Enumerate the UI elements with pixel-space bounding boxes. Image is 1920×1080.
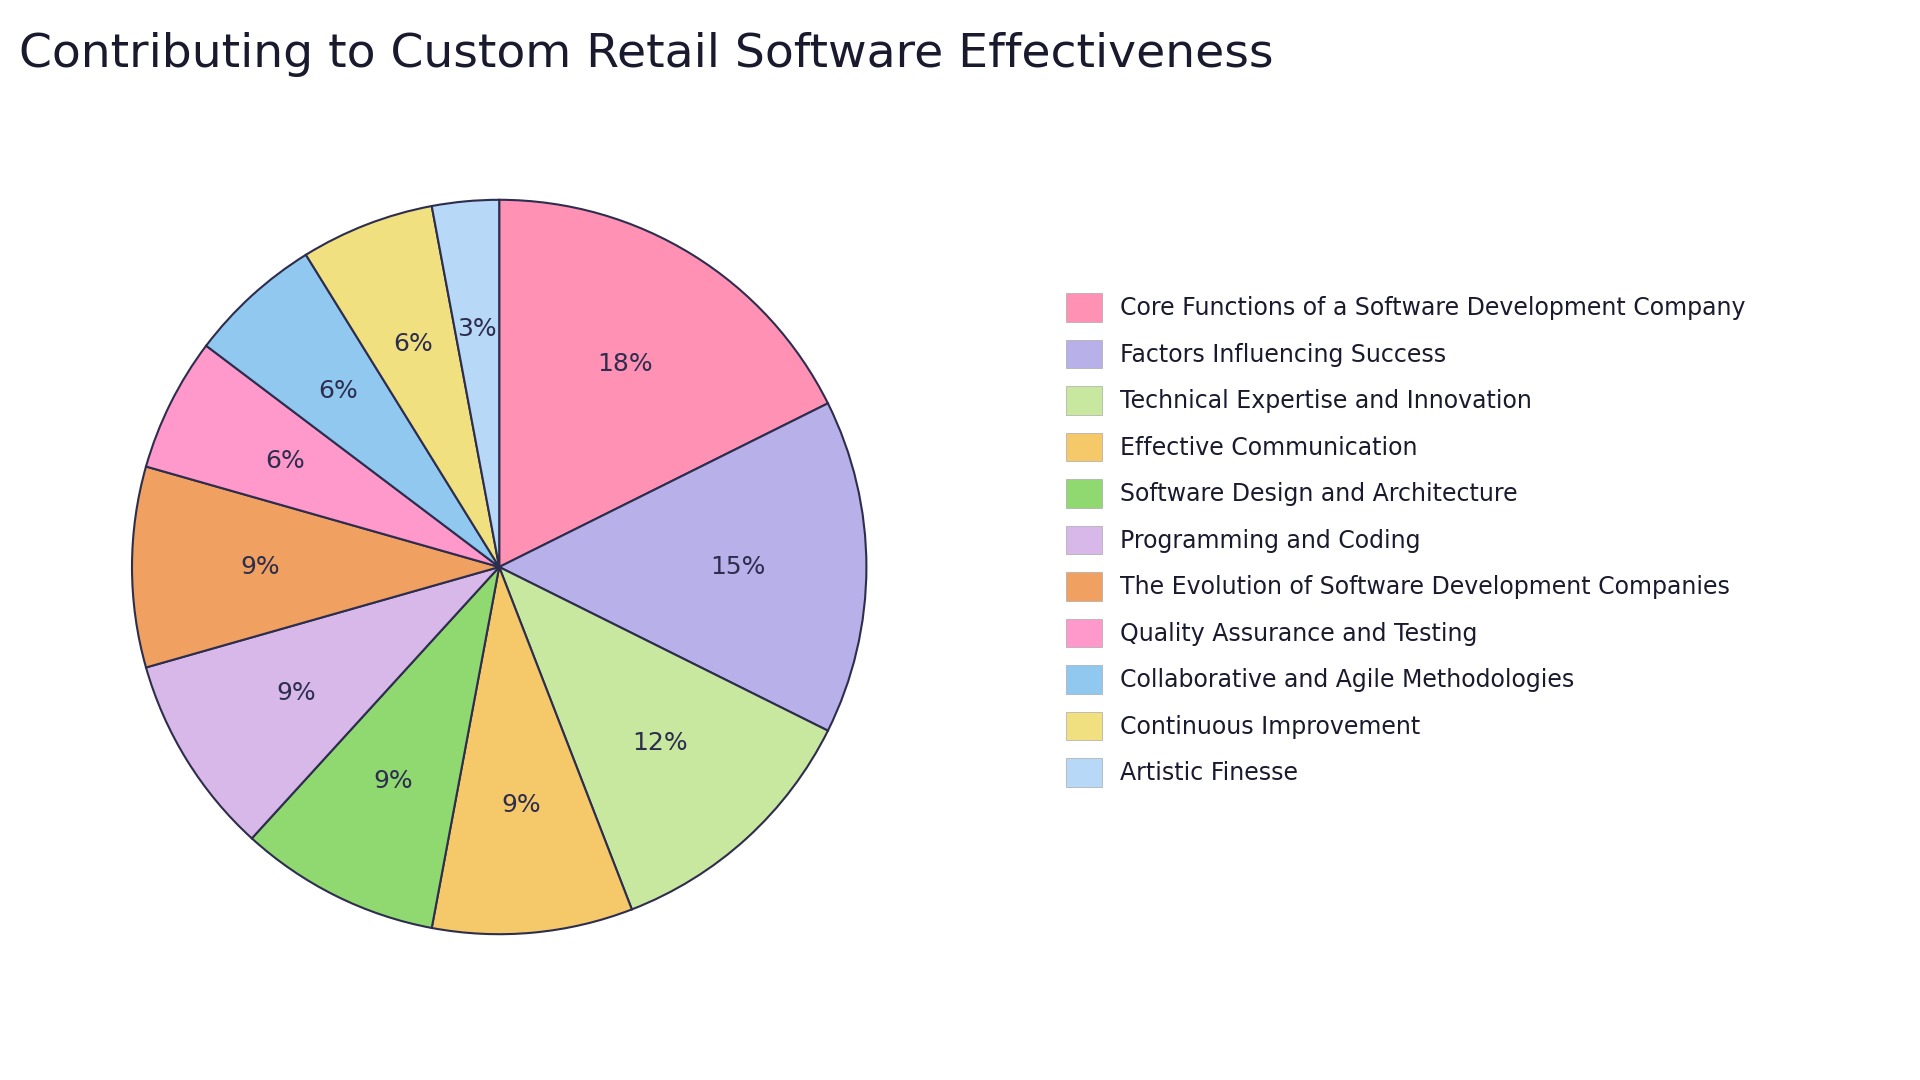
Wedge shape — [432, 567, 632, 934]
Text: Contributing to Custom Retail Software Effectiveness: Contributing to Custom Retail Software E… — [19, 32, 1273, 78]
Wedge shape — [146, 567, 499, 838]
Text: 6%: 6% — [394, 333, 432, 356]
Wedge shape — [432, 200, 499, 567]
Wedge shape — [146, 346, 499, 567]
Wedge shape — [499, 200, 828, 567]
Text: 15%: 15% — [710, 555, 766, 579]
Text: 18%: 18% — [597, 352, 653, 376]
Wedge shape — [205, 255, 499, 567]
Text: 6%: 6% — [319, 379, 359, 403]
Legend: Core Functions of a Software Development Company, Factors Influencing Success, T: Core Functions of a Software Development… — [1054, 281, 1759, 799]
Text: 9%: 9% — [501, 793, 541, 816]
Wedge shape — [305, 206, 499, 567]
Text: 12%: 12% — [632, 731, 687, 755]
Text: 6%: 6% — [265, 448, 305, 473]
Wedge shape — [252, 567, 499, 928]
Wedge shape — [132, 467, 499, 667]
Wedge shape — [499, 403, 866, 731]
Text: 9%: 9% — [372, 769, 413, 793]
Text: 9%: 9% — [276, 680, 317, 704]
Text: 3%: 3% — [457, 318, 497, 341]
Text: 9%: 9% — [240, 555, 280, 579]
Wedge shape — [499, 567, 828, 909]
